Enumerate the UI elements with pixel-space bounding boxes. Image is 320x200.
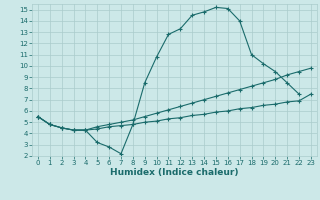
X-axis label: Humidex (Indice chaleur): Humidex (Indice chaleur) [110,168,239,177]
